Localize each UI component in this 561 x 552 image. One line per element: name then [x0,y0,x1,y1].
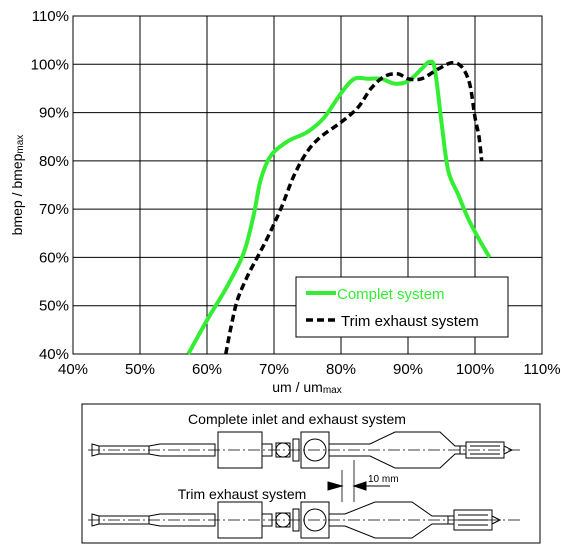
y-tick-labels: 40% 50% 60% 70% 80% 90% 100% 110% [31,8,69,363]
engine-diagram: Complete inlet and exhaust system Trim e… [81,403,541,544]
series-lines [186,59,492,355]
y-tick-label: 100% [31,56,69,73]
x-tick-labels: 40% 50% 60% 70% 80% 90% 100% 110% [58,361,561,378]
exhaust-layout-complete [88,431,520,469]
series-line-complet-system [186,59,492,355]
legend: Complet system Trim exhaust system [295,276,509,338]
y-tick-label: 50% [39,298,69,315]
plot-frame [72,15,543,355]
series-line-trim-exhaust-system [224,60,484,355]
x-tick-label: 40% [58,361,88,378]
diagram-label-complete-system: Complete inlet and exhaust system [188,411,406,427]
chart: 40% 50% 60% 70% 80% 90% 100% 110% 40% 50% 60% 70% 8… [9,8,561,396]
dimension-marker [327,460,390,502]
y-tick-label: 90% [39,105,69,122]
dimension-label: 10 mm [368,474,399,485]
y-tick-label: 70% [39,201,69,218]
y-tick-label: 40% [39,346,69,363]
diagram-label-trim-exhaust: Trim exhaust system [178,486,307,502]
y-tick-label: 60% [39,249,69,266]
x-tick-label: 90% [393,361,423,378]
x-axis-label: um / ummax [272,379,341,396]
legend-label-complet-system: Complet system [337,286,445,303]
x-tick-label: 70% [259,361,289,378]
x-tick-label: 50% [125,361,155,378]
legend-label-trim-exhaust-system: Trim exhaust system [341,313,479,330]
y-tick-label: 110% [32,8,69,25]
x-tick-label: 60% [192,361,222,378]
diagram-frame [81,403,541,544]
y-tick-label: 80% [39,153,69,170]
x-tick-label: 110% [523,361,560,378]
x-tick-label: 80% [326,361,356,378]
exhaust-layout-trim [88,501,520,539]
y-axis-label: bmep / bmepmax [9,135,26,236]
x-tick-label: 100% [456,361,494,378]
legend-box [295,276,509,338]
